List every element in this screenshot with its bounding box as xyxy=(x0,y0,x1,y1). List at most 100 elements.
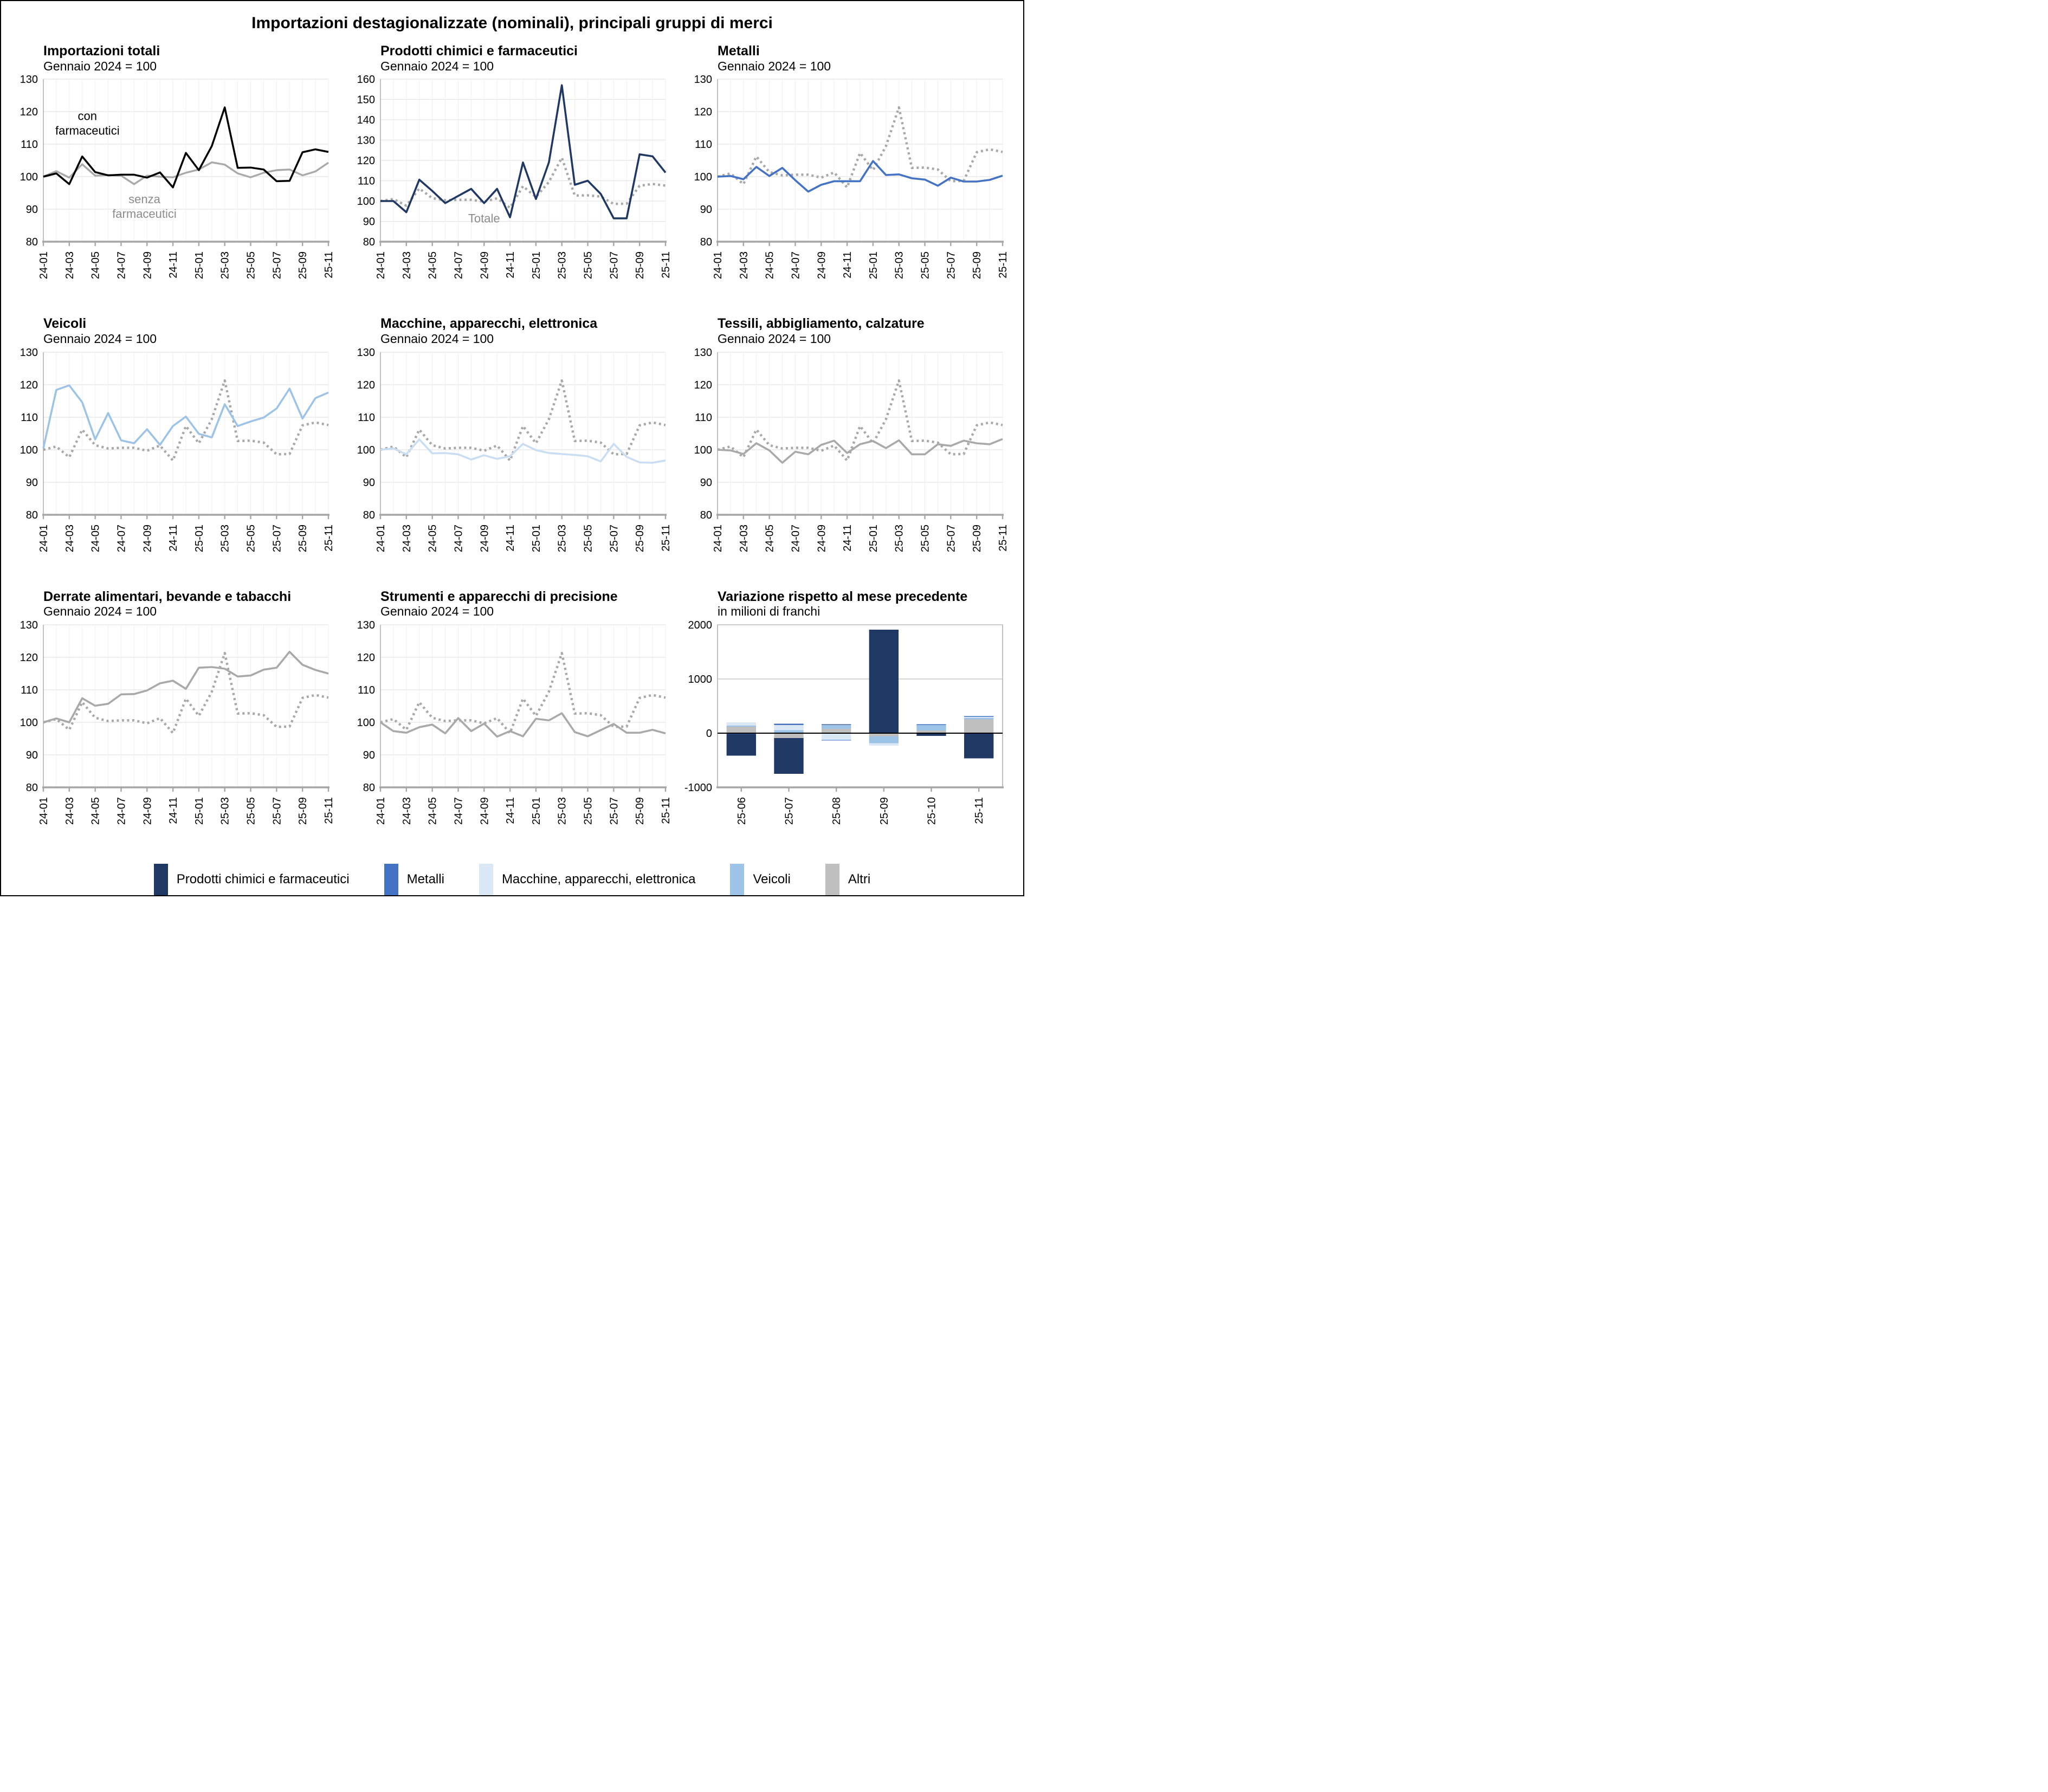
chart-subtitle: Gennaio 2024 = 100 xyxy=(380,59,494,73)
svg-text:25-08: 25-08 xyxy=(831,797,843,825)
chart-subtitle: Gennaio 2024 = 100 xyxy=(718,332,831,346)
svg-text:24-07: 24-07 xyxy=(453,797,464,825)
bar-chart-variazione: -1000 0 1000 2000 25-06 25-07 25-08 25-09 25-10 2… xyxy=(684,619,1004,825)
chart-cell-variazione: Variazione rispetto al mese precedente i… xyxy=(683,584,1017,855)
svg-text:100: 100 xyxy=(357,444,375,456)
chart-title: Strumenti e apparecchi di precisione xyxy=(380,588,618,604)
legend-item-metalli: Metalli xyxy=(384,864,444,896)
line-chart-tessili: 80 90 100 110 120 130 24-01 24-03 24-05 24-07 24-0… xyxy=(694,347,1009,552)
svg-text:25-01: 25-01 xyxy=(193,525,205,552)
svg-text:25-03: 25-03 xyxy=(219,797,231,825)
svg-text:24-11: 24-11 xyxy=(167,251,179,279)
svg-text:25-03: 25-03 xyxy=(894,525,906,552)
svg-text:25-09: 25-09 xyxy=(634,251,646,279)
svg-text:110: 110 xyxy=(695,139,712,151)
svg-text:130: 130 xyxy=(20,347,38,359)
svg-text:130: 130 xyxy=(20,619,38,631)
legend-item-veicoli: Veicoli xyxy=(730,864,791,896)
svg-text:90: 90 xyxy=(363,476,375,488)
svg-text:120: 120 xyxy=(20,106,38,118)
svg-text:160: 160 xyxy=(357,74,375,86)
svg-text:24-07: 24-07 xyxy=(453,525,464,552)
svg-text:130: 130 xyxy=(694,347,712,359)
svg-text:120: 120 xyxy=(357,155,375,167)
svg-text:90: 90 xyxy=(700,476,712,488)
chart-title: Derrate alimentari, bevande e tabacchi xyxy=(43,588,292,604)
svg-text:130: 130 xyxy=(20,74,38,86)
svg-text:24-07: 24-07 xyxy=(115,251,127,279)
line-chart-macchine: 80 90 100 110 120 130 24-01 24-03 24-05 24-07 24-0… xyxy=(357,347,672,552)
svg-text:25-05: 25-05 xyxy=(245,525,257,552)
svg-text:25-09: 25-09 xyxy=(297,251,309,279)
svg-text:100: 100 xyxy=(357,717,375,729)
svg-text:0: 0 xyxy=(706,728,712,740)
svg-text:90: 90 xyxy=(26,204,38,216)
svg-text:25-01: 25-01 xyxy=(868,251,880,279)
svg-text:24-07: 24-07 xyxy=(453,251,464,279)
svg-text:120: 120 xyxy=(20,652,38,664)
svg-text:25-06: 25-06 xyxy=(736,797,748,825)
svg-text:120: 120 xyxy=(694,379,712,391)
svg-text:25-01: 25-01 xyxy=(531,525,542,552)
svg-text:24-09: 24-09 xyxy=(816,251,828,279)
svg-text:25-01: 25-01 xyxy=(193,797,205,825)
svg-text:25-03: 25-03 xyxy=(894,251,906,279)
svg-text:100: 100 xyxy=(20,444,38,456)
svg-text:25-10: 25-10 xyxy=(926,797,938,825)
chart-title: Tessili, abbigliamento, calzature xyxy=(718,316,925,332)
svg-text:-1000: -1000 xyxy=(684,782,712,794)
svg-text:25-11: 25-11 xyxy=(973,797,985,824)
chart-subtitle: Gennaio 2024 = 100 xyxy=(43,59,157,73)
svg-text:110: 110 xyxy=(358,411,375,423)
legend-swatch-metalli xyxy=(384,864,398,896)
svg-text:25-11: 25-11 xyxy=(660,797,672,824)
svg-text:24-01: 24-01 xyxy=(38,251,50,279)
legend-label: Macchine, apparecchi, elettronica xyxy=(501,872,696,887)
svg-text:25-09: 25-09 xyxy=(634,797,646,825)
legend: Prodotti chimici e farmaceutici Metalli … xyxy=(9,864,1016,896)
svg-text:25-05: 25-05 xyxy=(245,797,257,825)
svg-text:25-11: 25-11 xyxy=(323,251,335,279)
svg-text:100: 100 xyxy=(694,444,712,456)
svg-text:24-09: 24-09 xyxy=(816,525,828,552)
chart-title: Importazioni totali xyxy=(43,43,160,59)
svg-text:25-09: 25-09 xyxy=(634,525,646,552)
svg-text:1000: 1000 xyxy=(688,674,713,685)
chart-cell-veicoli: Veicoli Gennaio 2024 = 100 80 90 100 110 120… xyxy=(9,310,343,582)
svg-text:25-03: 25-03 xyxy=(557,251,568,279)
svg-text:24-05: 24-05 xyxy=(764,251,776,279)
svg-text:110: 110 xyxy=(358,176,375,187)
svg-text:senza: senza xyxy=(128,193,160,206)
svg-text:80: 80 xyxy=(363,236,375,248)
svg-text:25-09: 25-09 xyxy=(297,525,309,552)
chart-title: Variazione rispetto al mese precedente xyxy=(718,588,968,604)
legend-item-macchine: Macchine, apparecchi, elettronica xyxy=(479,864,696,896)
svg-text:90: 90 xyxy=(700,204,712,216)
svg-text:24-11: 24-11 xyxy=(842,251,854,279)
svg-text:24-03: 24-03 xyxy=(401,797,413,825)
svg-text:24-09: 24-09 xyxy=(141,251,153,279)
svg-text:24-07: 24-07 xyxy=(790,525,802,552)
svg-text:24-11: 24-11 xyxy=(167,797,179,824)
chart-subtitle: Gennaio 2024 = 100 xyxy=(380,332,494,346)
svg-text:24-03: 24-03 xyxy=(738,251,750,279)
svg-text:25-07: 25-07 xyxy=(271,797,283,825)
line-chart-derrate: 80 90 100 110 120 130 24-01 24-03 24-05 24-07 24-0… xyxy=(20,619,335,825)
legend-swatch-veicoli xyxy=(730,864,745,896)
svg-text:80: 80 xyxy=(700,509,712,521)
svg-text:24-05: 24-05 xyxy=(764,525,776,552)
svg-text:24-01: 24-01 xyxy=(38,797,50,825)
svg-text:130: 130 xyxy=(357,619,375,631)
figure-page: Importazioni destagionalizzate (nominali… xyxy=(0,0,1024,896)
chart-subtitle: Gennaio 2024 = 100 xyxy=(43,604,157,619)
legend-label: Prodotti chimici e farmaceutici xyxy=(176,872,350,887)
chart-subtitle: in milioni di franchi xyxy=(718,604,821,619)
svg-text:25-11: 25-11 xyxy=(997,251,1009,279)
svg-text:25-03: 25-03 xyxy=(219,525,231,552)
svg-text:24-05: 24-05 xyxy=(90,797,102,825)
svg-text:25-11: 25-11 xyxy=(660,525,672,552)
svg-text:100: 100 xyxy=(694,171,712,183)
chart-cell-strumenti: Strumenti e apparecchi di precisione Gen… xyxy=(346,584,680,855)
chart-subtitle: Gennaio 2024 = 100 xyxy=(380,604,494,619)
svg-text:100: 100 xyxy=(357,196,375,208)
